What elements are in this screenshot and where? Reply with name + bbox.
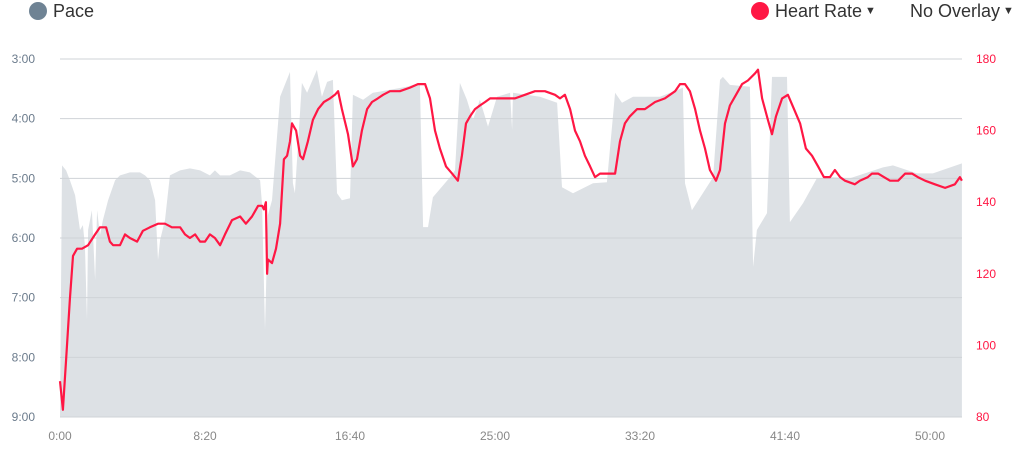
pace-axis-tick-label: 5:00 [12, 171, 36, 185]
heart-rate-dropdown[interactable]: Heart Rate ▼ [751, 0, 876, 22]
pace-axis-tick-label: 3:00 [12, 52, 36, 66]
pace-axis-tick-label: 7:00 [12, 291, 36, 305]
caret-down-icon: ▼ [1003, 5, 1014, 17]
time-axis-tick-label: 8:20 [193, 429, 217, 443]
pace-area-series [60, 69, 962, 418]
time-axis-tick-label: 33:20 [625, 429, 655, 443]
overlay-dropdown[interactable]: No Overlay ▼ [910, 0, 1014, 22]
caret-down-icon: ▼ [865, 5, 876, 17]
heart-rate-dropdown-label: Heart Rate [775, 0, 863, 21]
pace-legend-label: Pace [53, 0, 95, 21]
heart-rate-legend-dot-icon [751, 2, 769, 20]
heart-rate-axis-tick-label: 140 [976, 195, 996, 209]
time-axis-tick-label: 16:40 [335, 429, 365, 443]
time-axis-tick-label: 0:00 [48, 429, 72, 443]
pace-axis-tick-label: 6:00 [12, 231, 36, 245]
legend-pace: Pace [29, 0, 94, 22]
pace-axis-tick-label: 9:00 [12, 410, 36, 424]
heart-rate-axis-tick-label: 180 [976, 52, 996, 66]
pace-axis-tick-label: 4:00 [12, 112, 36, 126]
grid-lines [60, 58, 962, 418]
time-axis-tick-label: 50:00 [915, 429, 945, 443]
pace-axis-tick-label: 8:00 [12, 350, 36, 364]
time-axis-tick-label: 25:00 [480, 429, 510, 443]
overlay-dropdown-label: No Overlay [910, 0, 1001, 21]
heart-rate-axis-tick-label: 80 [976, 410, 990, 424]
heart-rate-axis-tick-label: 160 [976, 124, 996, 138]
heart-rate-axis-tick-label: 100 [976, 338, 996, 352]
axis-ticks: 3:00 4:00 5:00 6:00 7:00 8:00 9:00 80 100 120 140 1… [12, 52, 997, 443]
heart-rate-line-series [58, 68, 963, 411]
pace-legend-dot-icon [29, 2, 47, 20]
time-axis-tick-label: 41:40 [770, 429, 800, 443]
heart-rate-axis-tick-label: 120 [976, 267, 996, 281]
